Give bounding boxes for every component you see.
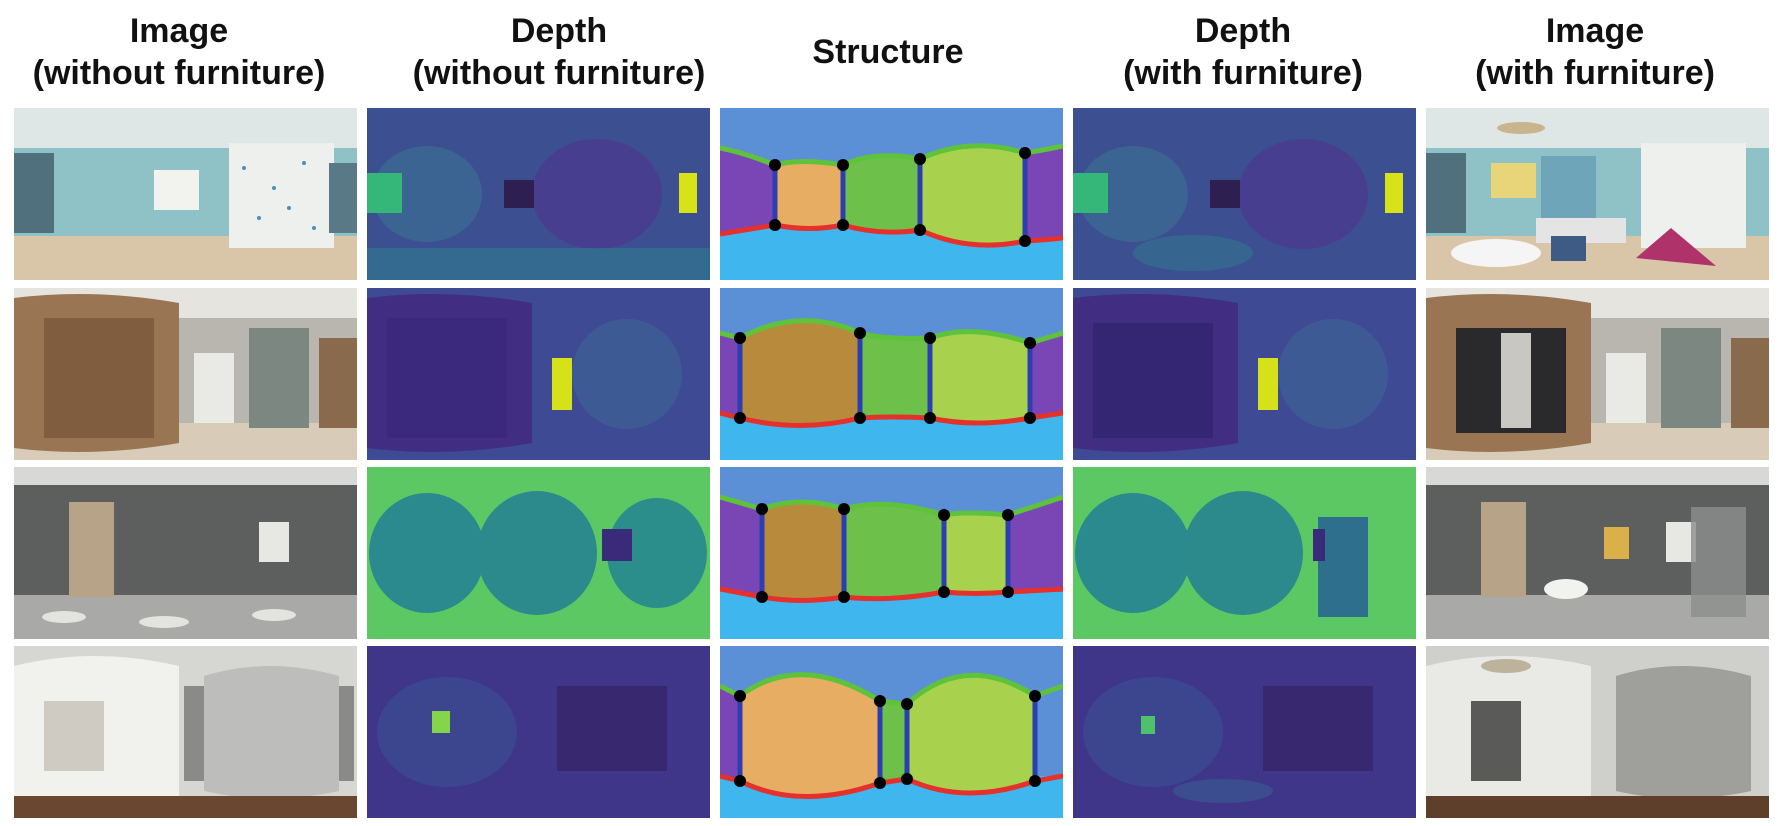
room-structure-layout-row2	[720, 288, 1063, 460]
header-line2: (with furniture)	[1475, 54, 1715, 92]
header-line2: (without furniture)	[32, 54, 326, 92]
column-header-image-with-furniture: Image (with furniture)	[1420, 10, 1770, 94]
header-line1: Structure	[812, 33, 964, 71]
room-structure-layout-row3	[720, 467, 1063, 639]
header-line1: Depth	[1194, 12, 1292, 50]
panorama-image-with-furniture-row1	[1426, 108, 1769, 280]
panorama-image-with-furniture-row2	[1426, 288, 1769, 460]
header-line1: Image	[1545, 12, 1645, 50]
depth-map-without-furniture-row4	[367, 646, 710, 818]
depth-map-with-furniture-row4	[1073, 646, 1416, 818]
column-header-image-without-furniture: Image (without furniture)	[4, 10, 354, 94]
depth-map-without-furniture-row1	[367, 108, 710, 280]
header-line2: (without furniture)	[412, 54, 706, 92]
panorama-image-without-furniture-row2	[14, 288, 357, 460]
panorama-image-without-furniture-row3	[14, 467, 357, 639]
depth-map-without-furniture-row3	[367, 467, 710, 639]
panorama-image-without-furniture-row1	[14, 108, 357, 280]
panorama-image-with-furniture-row4	[1426, 646, 1769, 818]
column-header-structure: Structure	[713, 31, 1063, 73]
depth-map-with-furniture-row1	[1073, 108, 1416, 280]
depth-map-with-furniture-row2	[1073, 288, 1416, 460]
header-line1: Depth	[510, 12, 608, 50]
room-structure-layout-row4	[720, 646, 1063, 818]
header-line1: Image	[129, 12, 229, 50]
room-structure-layout-row1	[720, 108, 1063, 280]
depth-map-without-furniture-row2	[367, 288, 710, 460]
panorama-image-without-furniture-row4	[14, 646, 357, 818]
depth-map-with-furniture-row3	[1073, 467, 1416, 639]
panorama-image-with-furniture-row3	[1426, 467, 1769, 639]
column-header-depth-with-furniture: Depth (with furniture)	[1068, 10, 1418, 94]
column-header-depth-without-furniture: Depth (without furniture)	[384, 10, 734, 94]
header-line2: (with furniture)	[1123, 54, 1363, 92]
